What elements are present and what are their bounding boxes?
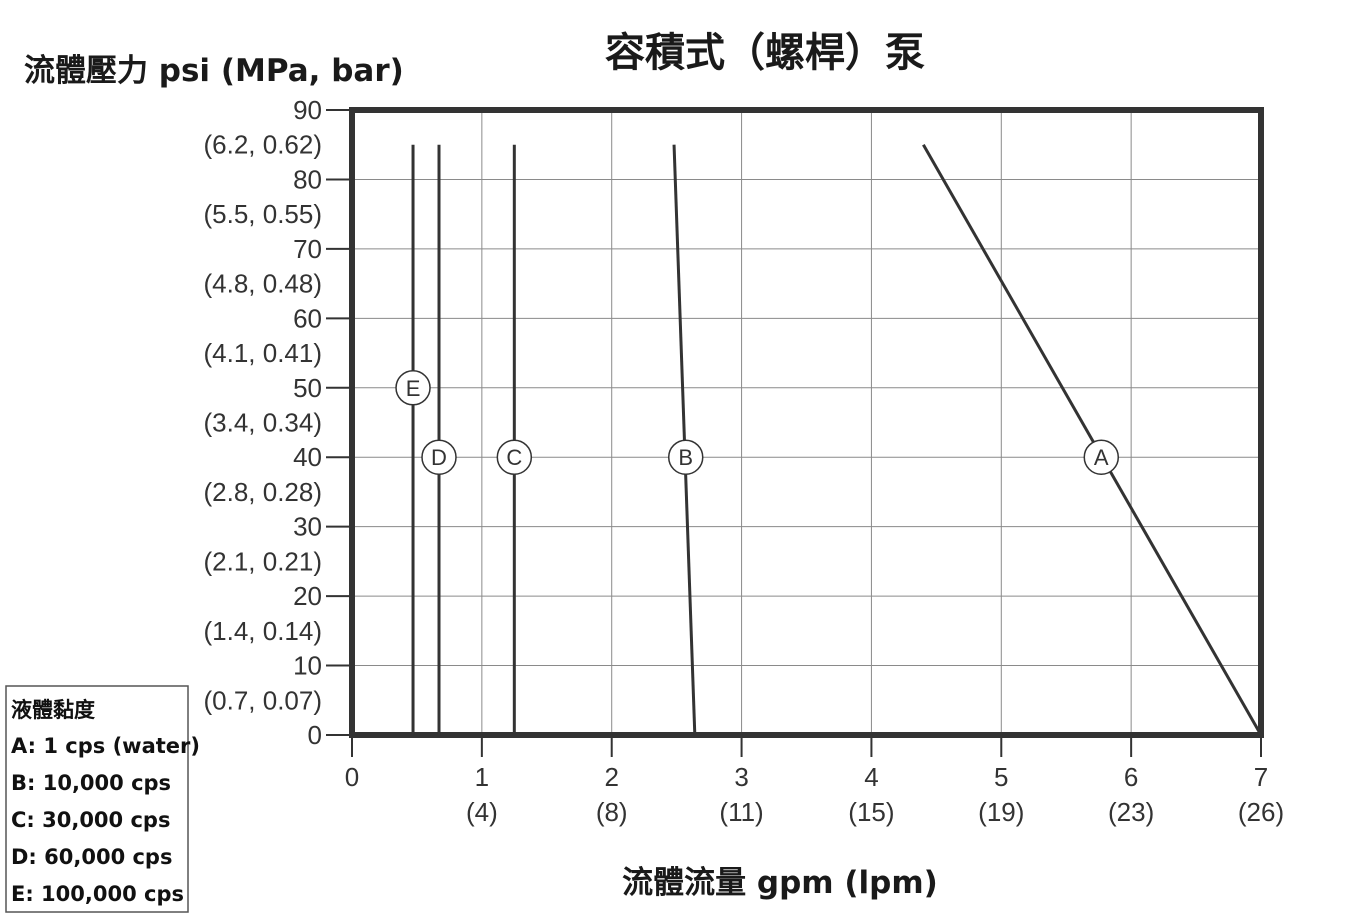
y-axis-title: 流體壓力 psi (MPa, bar) bbox=[24, 53, 404, 89]
x-tick-sublabel-5: (19) bbox=[978, 797, 1024, 827]
x-axis-ticks: 0 1 (4) 2 (8) 3 (11) 4 (15) 5 (19) 6 (23) 7 (26) bbox=[345, 735, 1284, 827]
y-minor-label-65: (4.8, 0.48) bbox=[203, 269, 322, 299]
y-axis-ticks: 0 10 20 30 40 50 60 70 80 90 (0.7, 0.07) (1.4, 0.14… bbox=[203, 95, 352, 750]
y-tick-label-60: 60 bbox=[293, 303, 322, 333]
series-label-a: A bbox=[1094, 445, 1109, 470]
x-tick-sublabel-3: (11) bbox=[719, 797, 763, 827]
x-tick-label-3: 3 bbox=[734, 762, 748, 792]
series-marker-a bbox=[1083, 439, 1120, 475]
y-minor-label-35: (2.8, 0.28) bbox=[203, 477, 322, 507]
y-tick-label-70: 70 bbox=[293, 234, 322, 264]
x-tick-sublabel-2: (8) bbox=[596, 797, 628, 827]
series-label-b: B bbox=[678, 445, 693, 470]
y-minor-label-15: (1.4, 0.14) bbox=[203, 616, 322, 646]
x-tick-label-2: 2 bbox=[604, 762, 618, 792]
series-label-e: E bbox=[406, 376, 421, 401]
y-minor-label-75: (5.5, 0.55) bbox=[203, 199, 322, 229]
series-label-c: C bbox=[506, 445, 522, 470]
y-tick-label-20: 20 bbox=[293, 581, 322, 611]
series-label-d: D bbox=[431, 445, 447, 470]
x-tick-label-1: 1 bbox=[475, 762, 489, 792]
y-tick-label-0: 0 bbox=[308, 720, 322, 750]
x-tick-label-6: 6 bbox=[1124, 762, 1138, 792]
x-tick-sublabel-4: (15) bbox=[848, 797, 894, 827]
series-line-a bbox=[922, 143, 1263, 736]
series-marker-b bbox=[667, 439, 704, 475]
y-tick-label-30: 30 bbox=[293, 512, 322, 542]
series-lines: A B C D E bbox=[395, 143, 1263, 736]
y-tick-label-40: 40 bbox=[293, 442, 322, 472]
legend-item-e: E: 100,000 cps bbox=[11, 882, 184, 906]
legend-item-d: D: 60,000 cps bbox=[11, 845, 172, 869]
y-tick-label-80: 80 bbox=[293, 164, 322, 194]
x-tick-label-4: 4 bbox=[864, 762, 878, 792]
legend: 液體黏度 A: 1 cps (water) B: 10,000 cps C: 3… bbox=[5, 685, 200, 913]
y-minor-label-45: (3.4, 0.34) bbox=[203, 408, 322, 438]
series-marker-d bbox=[421, 439, 457, 475]
legend-box bbox=[5, 685, 189, 913]
x-axis-title: 流體流量 gpm (lpm) bbox=[622, 865, 938, 901]
grid bbox=[351, 109, 1262, 736]
y-tick-label-50: 50 bbox=[293, 373, 322, 403]
legend-title: 液體黏度 bbox=[11, 698, 95, 722]
legend-item-a: A: 1 cps (water) bbox=[11, 734, 200, 758]
y-tick-label-90: 90 bbox=[293, 95, 322, 125]
y-tick-label-10: 10 bbox=[293, 651, 322, 681]
legend-item-b: B: 10,000 cps bbox=[11, 771, 171, 795]
y-minor-label-85: (6.2, 0.62) bbox=[203, 130, 322, 160]
x-tick-sublabel-1: (4) bbox=[466, 797, 498, 827]
legend-item-c: C: 30,000 cps bbox=[11, 808, 170, 832]
x-tick-label-0: 0 bbox=[345, 762, 359, 792]
x-tick-sublabel-7: (26) bbox=[1238, 797, 1284, 827]
y-minor-label-55: (4.1, 0.41) bbox=[203, 338, 322, 368]
chart-title: 容積式（螺桿）泵 bbox=[605, 30, 925, 76]
plot-frame bbox=[349, 107, 1264, 738]
y-minor-label-25: (2.1, 0.21) bbox=[203, 546, 322, 576]
series-marker-c bbox=[496, 439, 533, 475]
x-tick-label-5: 5 bbox=[994, 762, 1008, 792]
x-tick-sublabel-6: (23) bbox=[1108, 797, 1154, 827]
y-minor-label-5: (0.7, 0.07) bbox=[203, 685, 322, 715]
x-tick-label-7: 7 bbox=[1254, 762, 1268, 792]
series-marker-e bbox=[395, 370, 431, 406]
